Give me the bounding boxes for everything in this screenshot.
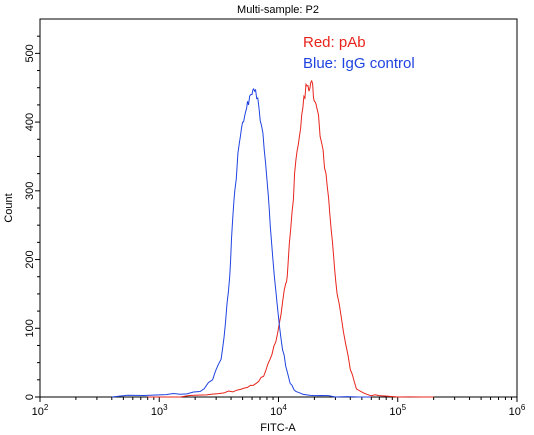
plot-frame [39, 18, 518, 398]
x-axis: 102 103 104 105 106 [32, 397, 526, 418]
y-tick-label: 200 [24, 250, 36, 268]
x-tick-label: 105 [389, 403, 406, 418]
chart-title: Multi-sample: P2 [237, 4, 319, 16]
y-axis: 0 100 200 300 400 500 [24, 35, 40, 400]
series-line [147, 79, 434, 398]
x-tick-label: 106 [509, 403, 526, 418]
x-tick-label: 103 [151, 403, 168, 418]
y-tick-label: 0 [24, 394, 36, 400]
x-axis-label: FITC-A [260, 422, 296, 434]
x-tick-label: 104 [270, 403, 287, 418]
y-tick-label: 300 [24, 182, 36, 200]
series-group [111, 79, 434, 398]
y-tick-label: 400 [24, 113, 36, 131]
y-tick-label: 100 [24, 319, 36, 337]
y-axis-label: Count [3, 193, 15, 222]
legend-red-label: Red: pAb [303, 34, 366, 51]
series-line [111, 87, 372, 398]
x-tick-label: 102 [32, 403, 49, 418]
y-tick-label: 500 [24, 44, 36, 62]
legend-blue-label: Blue: IgG control [303, 55, 415, 72]
